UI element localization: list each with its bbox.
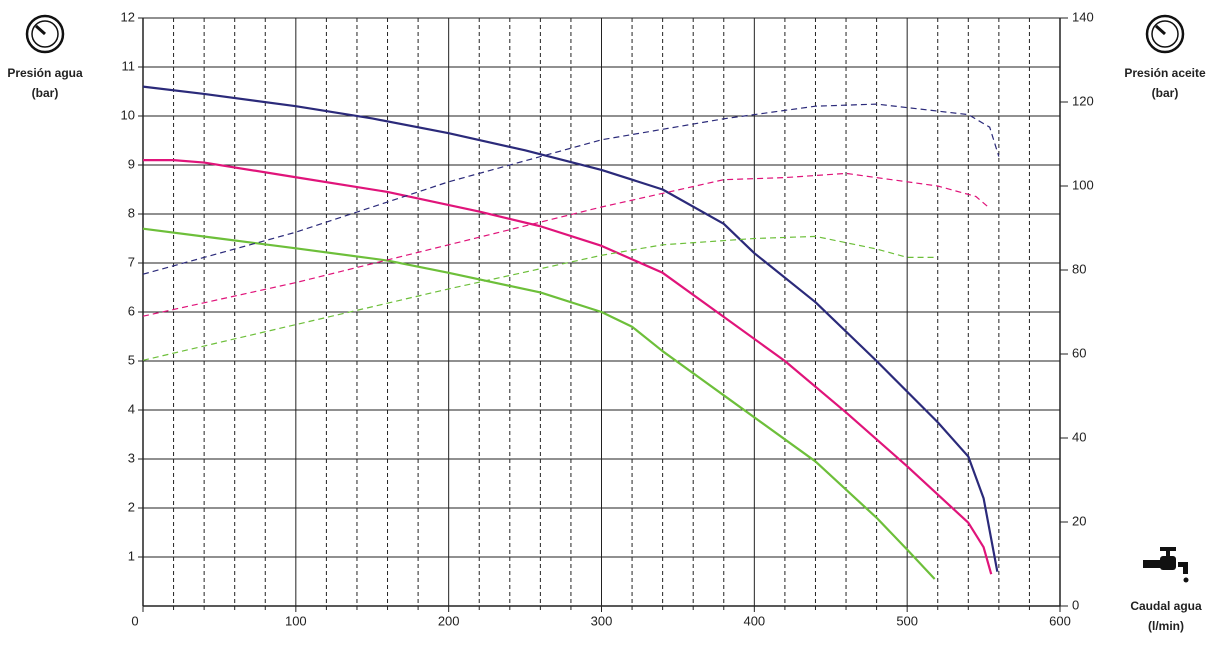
x-tick-label: 100 [285,613,307,628]
y-tick-label: 10 [121,107,135,122]
y2-axis-label: Presión aceite [1124,66,1206,80]
y2-tick-label: 80 [1072,261,1086,276]
tap-icon [1143,547,1189,583]
line [142,227,936,580]
y-tick-label: 2 [128,499,135,514]
x-axis-label: (l/min) [1148,619,1184,633]
gauge-icon [25,14,65,54]
line [143,159,993,575]
x-axis-label: Caudal agua [1130,599,1202,613]
y-tick-label: 7 [128,254,135,269]
dashed-line [142,235,935,361]
y-tick-label: 1 [128,548,135,563]
y2-tick-label: 100 [1072,177,1094,192]
x-tick-label: 400 [743,613,765,628]
y2-axis-label: (bar) [1152,86,1179,100]
y2-tick-label: 40 [1072,429,1086,444]
y2-tick-label: 60 [1072,345,1086,360]
dashed-line [142,103,1000,275]
y2-tick-label: 120 [1072,93,1094,108]
y2-tick-label: 140 [1072,9,1094,24]
line [142,85,999,572]
x-tick-label: 500 [896,613,918,628]
y-tick-label: 8 [128,205,135,220]
y2-tick-label: 20 [1072,513,1086,528]
y-axis-label: (bar) [32,86,59,100]
y-tick-label: 3 [128,450,135,465]
y-tick-label: 5 [128,352,135,367]
y-tick-label: 9 [128,156,135,171]
x-tick-label: 600 [1049,613,1071,628]
y-axis-label: Presión agua [7,66,83,80]
y-tick-label: 4 [128,401,135,416]
x-tick-label: 0 [131,613,138,628]
x-tick-label: 300 [591,613,613,628]
dashed-line [142,172,989,317]
x-tick-label: 200 [438,613,460,628]
y2-tick-label: 0 [1072,597,1079,612]
y-tick-label: 11 [122,58,136,73]
y-tick-label: 6 [128,303,135,318]
gauge-icon [1145,14,1185,54]
y-tick-label: 12 [121,9,135,24]
